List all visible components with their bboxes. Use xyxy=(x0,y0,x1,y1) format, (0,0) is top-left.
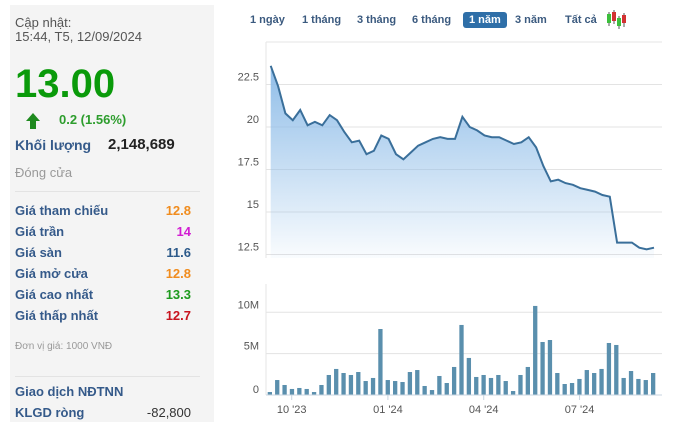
volume-bar xyxy=(356,372,360,395)
x-tick-label: 01 '24 xyxy=(373,404,403,416)
volume-bar xyxy=(445,383,449,395)
volume-bar xyxy=(526,367,530,395)
volume-bar xyxy=(622,378,626,395)
volume-bar xyxy=(371,378,375,395)
volume-bar xyxy=(408,372,412,395)
volume-bar xyxy=(489,378,493,395)
y-tick-label: 5M xyxy=(244,341,259,353)
volume-bar xyxy=(599,369,603,395)
y-tick-label: 20 xyxy=(247,114,259,126)
volume-bar xyxy=(327,375,331,395)
volume-bar xyxy=(518,375,522,395)
volume-bar xyxy=(511,391,515,395)
y-tick-label: 22.5 xyxy=(238,72,259,84)
volume-bar xyxy=(334,369,338,395)
price-area xyxy=(271,66,654,258)
volume-bar xyxy=(386,380,390,395)
volume-bar xyxy=(341,373,345,395)
volume-bar xyxy=(636,379,640,395)
volume-bar xyxy=(570,383,574,395)
volume-bar xyxy=(400,382,404,395)
y-tick-label: 10M xyxy=(238,299,259,311)
y-tick-label: 12.5 xyxy=(238,242,259,254)
volume-bar xyxy=(422,386,426,395)
volume-bar xyxy=(481,375,485,395)
volume-bar xyxy=(496,375,500,395)
volume-bar xyxy=(533,306,537,395)
volume-bar xyxy=(378,329,382,395)
volume-bar xyxy=(364,381,368,395)
volume-bar xyxy=(297,388,301,395)
volume-bar xyxy=(651,373,655,395)
volume-bar xyxy=(585,370,589,395)
volume-bar xyxy=(614,345,618,395)
volume-bar xyxy=(555,373,559,395)
volume-bar xyxy=(474,377,478,395)
volume-bar xyxy=(415,370,419,395)
y-tick-label: 17.5 xyxy=(238,157,259,169)
x-tick-label: 04 '24 xyxy=(469,404,499,416)
volume-bar xyxy=(629,371,633,395)
volume-bar xyxy=(452,367,456,395)
volume-bar xyxy=(548,340,552,395)
volume-bar xyxy=(349,375,353,395)
volume-bar xyxy=(290,389,294,395)
volume-bar xyxy=(437,376,441,395)
volume-bar xyxy=(577,379,581,395)
x-tick-label: 10 '23 xyxy=(277,404,307,416)
volume-bar xyxy=(319,385,323,395)
volume-bar xyxy=(504,381,508,395)
y-tick-label: 15 xyxy=(247,199,259,211)
volume-bar xyxy=(275,380,279,395)
volume-bar xyxy=(592,373,596,395)
volume-bar xyxy=(540,342,544,395)
volume-bar xyxy=(467,358,471,395)
volume-bar xyxy=(305,389,309,395)
x-tick-label: 07 '24 xyxy=(565,404,595,416)
volume-bar xyxy=(563,384,567,395)
y-tick-label: 0 xyxy=(253,384,259,396)
volume-bar xyxy=(430,390,434,395)
volume-bar xyxy=(607,343,611,395)
volume-bar xyxy=(393,381,397,395)
volume-bar xyxy=(644,380,648,395)
volume-bar xyxy=(459,325,463,395)
volume-bar xyxy=(282,385,286,395)
